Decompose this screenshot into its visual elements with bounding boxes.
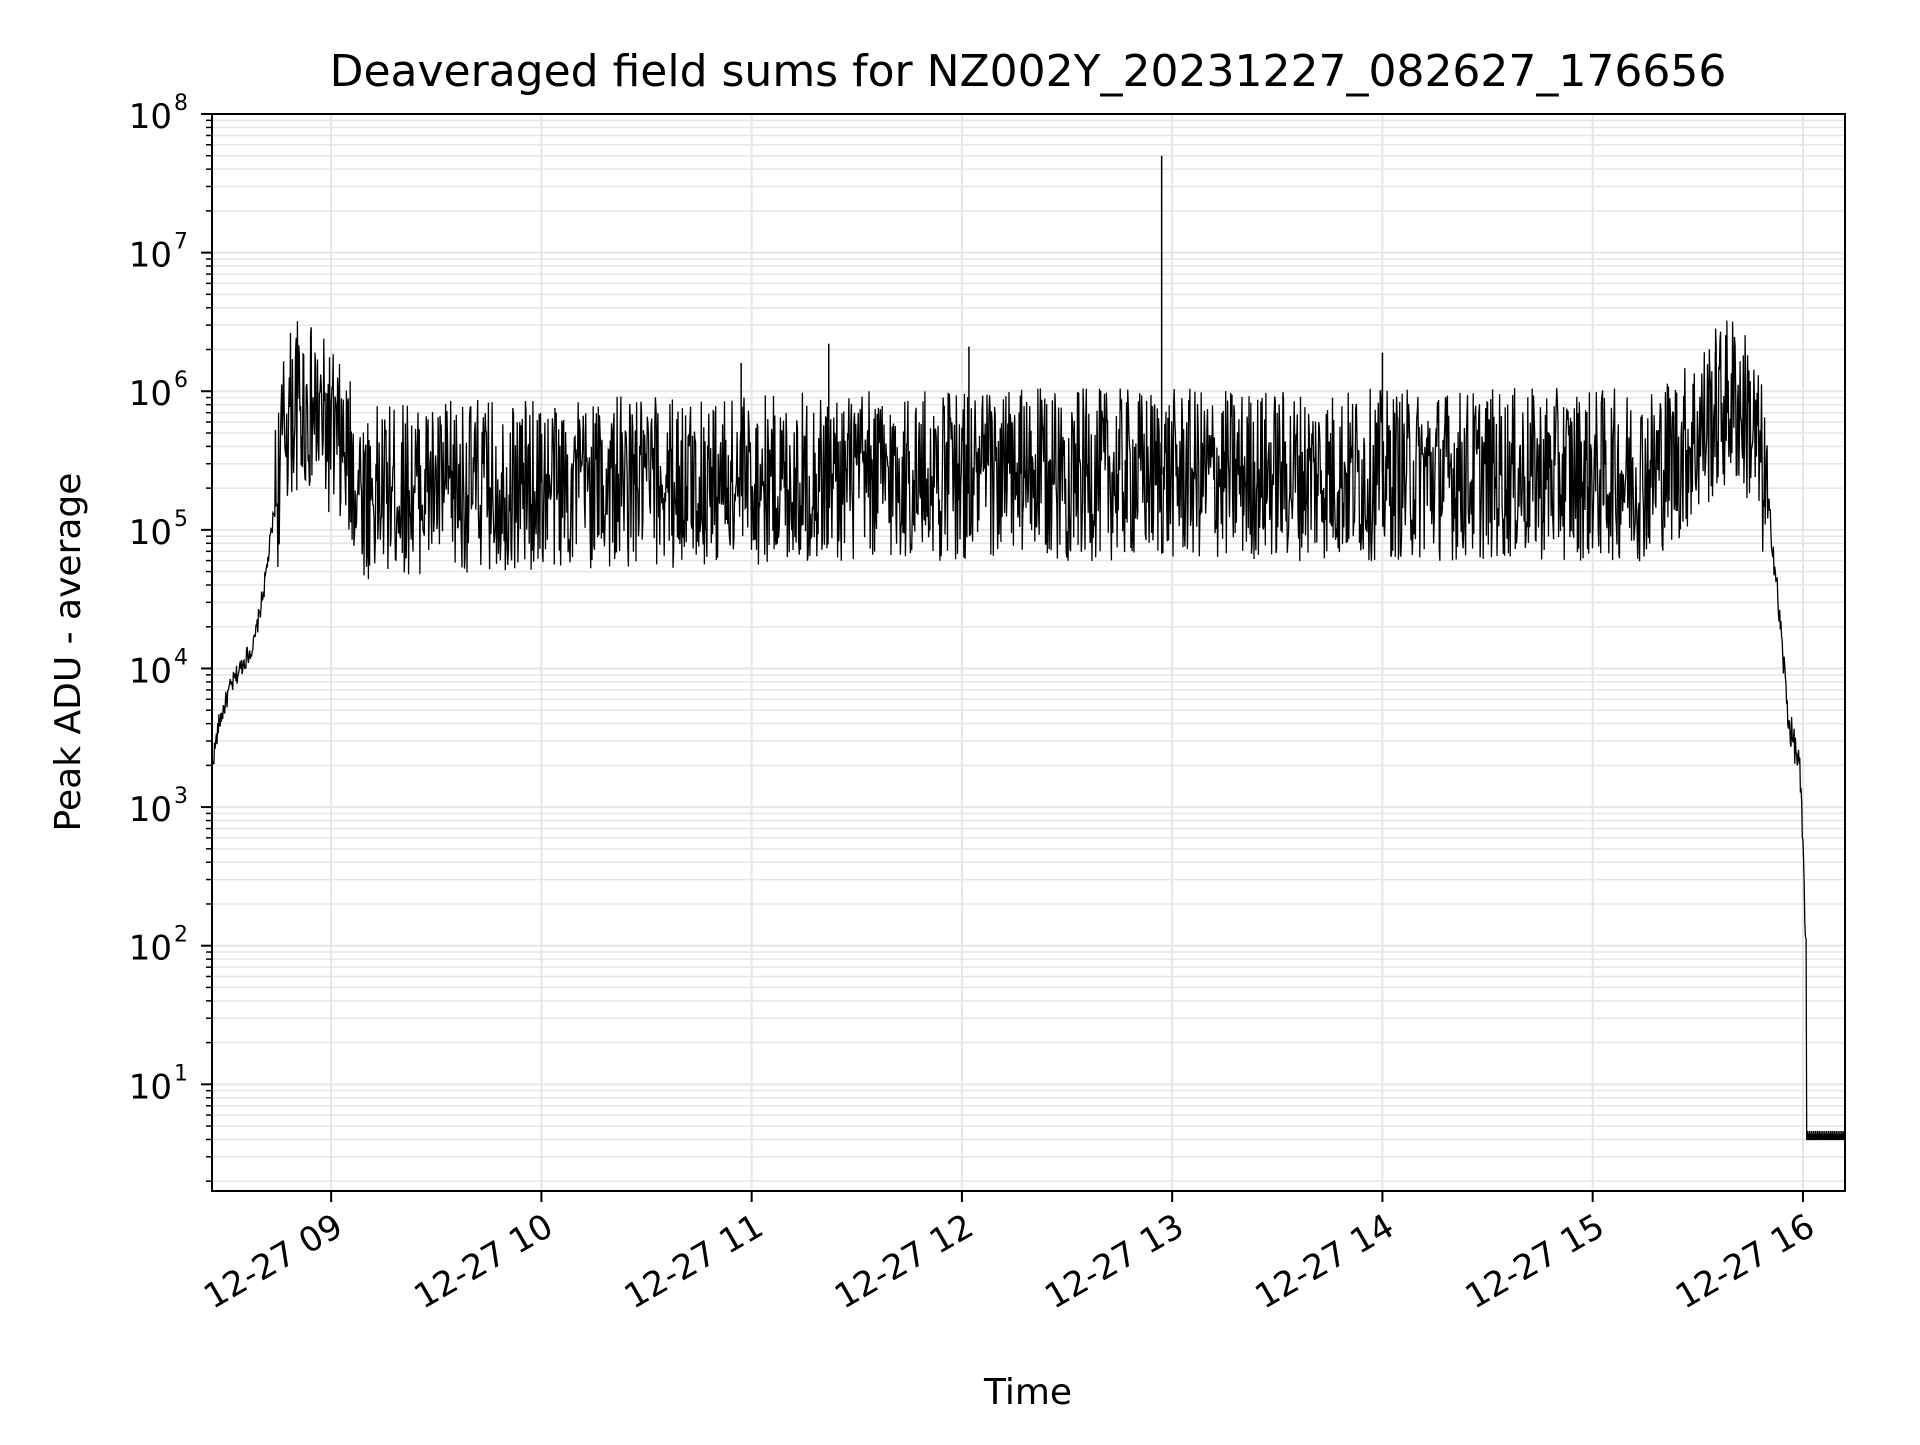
y-tick-exponent: 5: [174, 507, 188, 532]
y-tick-exponent: 8: [174, 91, 188, 116]
y-tick-base: 10: [129, 374, 172, 414]
y-tick-exponent: 3: [174, 784, 188, 809]
y-axis-label: Peak ADU - average: [48, 473, 89, 832]
series-layer: [211, 155, 1846, 1141]
y-tick-exponent: 1: [174, 1061, 188, 1086]
y-tick-base: 10: [129, 513, 172, 553]
y-tick-exponent: 2: [174, 923, 188, 948]
y-tick-base: 10: [129, 790, 172, 830]
chart-title: Deaveraged field sums for NZ002Y_2023122…: [330, 46, 1727, 97]
y-tick-base: 10: [129, 1067, 172, 1107]
y-tick-label: 10: [129, 929, 172, 969]
y-tick-label: 10: [129, 97, 172, 137]
y-tick-base: 10: [129, 651, 172, 691]
y-tick-label: 10: [129, 513, 172, 553]
y-tick-base: 10: [129, 236, 172, 276]
y-tick-exponent: 4: [174, 645, 188, 670]
y-tick-exponent: 7: [174, 230, 188, 255]
y-tick-label: 10: [129, 790, 172, 830]
x-axis-label: Time: [983, 1372, 1072, 1413]
y-tick-base: 10: [129, 929, 172, 969]
y-tick-label: 10: [129, 374, 172, 414]
y-tick-label: 10: [129, 651, 172, 691]
y-tick-base: 10: [129, 97, 172, 137]
y-tick-exponent: 6: [174, 368, 188, 393]
y-tick-label: 10: [129, 1067, 172, 1107]
y-tick-label: 10: [129, 236, 172, 276]
series-line: [211, 320, 1846, 1141]
plot-frame: [211, 113, 1846, 1192]
